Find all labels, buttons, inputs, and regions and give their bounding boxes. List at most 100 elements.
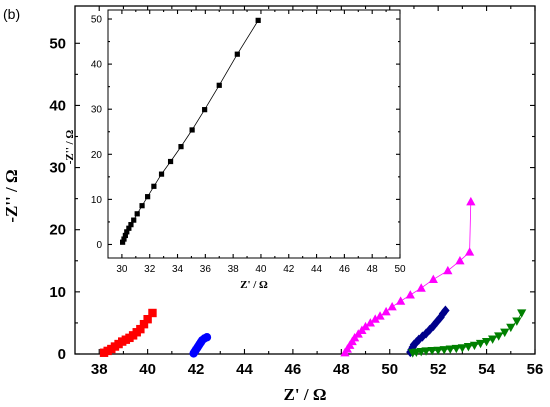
inset-x-tick-label: 38 xyxy=(228,264,240,275)
main-x-tick-label: 40 xyxy=(139,361,156,378)
inset-data-point xyxy=(202,107,208,113)
main-ticks: 38 40 42 44 46 48 50 52 54 56 0 10 20 30 40 50 xyxy=(49,6,543,378)
main-x-tick-label: 42 xyxy=(188,361,205,378)
inset-data-point xyxy=(145,194,151,200)
main-data-point xyxy=(506,323,516,333)
inset-series-0 xyxy=(120,17,261,245)
main-data-point xyxy=(512,317,522,326)
inset-data-point xyxy=(131,217,137,223)
main-y-tick-label: 40 xyxy=(49,97,66,114)
main-data-point xyxy=(416,283,426,292)
main-data-point xyxy=(412,337,421,348)
inset-x-tick-label: 30 xyxy=(116,264,128,275)
main-data-point xyxy=(427,347,437,356)
inset-data-point xyxy=(124,229,130,235)
main-data-point xyxy=(500,328,510,338)
main-data-point xyxy=(414,334,423,345)
inset-y-tick-label: 20 xyxy=(91,150,103,161)
main-data-point xyxy=(466,196,476,206)
main-data-point xyxy=(387,301,397,311)
main-data-point xyxy=(421,347,431,356)
main-y-tick-label: 30 xyxy=(49,160,66,177)
main-data-point xyxy=(441,305,450,316)
main-data-point xyxy=(370,314,380,323)
inset-x-tick-label: 50 xyxy=(394,264,406,275)
inset-data-point xyxy=(139,203,145,209)
main-y-tick-label: 0 xyxy=(58,346,66,363)
inset-x-tick-label: 44 xyxy=(311,264,323,275)
inset-series xyxy=(120,17,261,245)
inset-data-point xyxy=(134,211,140,217)
main-data-point xyxy=(365,318,375,327)
main-x-tick-label: 48 xyxy=(333,361,350,378)
main-data-point xyxy=(457,344,467,353)
inset-data-point xyxy=(234,51,240,57)
main-x-tick-label: 46 xyxy=(285,361,302,378)
inset-data-point xyxy=(151,183,157,189)
main-data-point xyxy=(517,309,527,318)
main-data-point xyxy=(439,346,449,355)
main-data-point xyxy=(465,247,475,256)
main-data-point xyxy=(148,308,157,318)
main-y-tick-label: 50 xyxy=(49,35,66,52)
main-plot-frame xyxy=(74,5,536,355)
main-x-tick-label: 44 xyxy=(236,361,253,378)
inset-ticks: 30 32 34 36 38 40 42 44 46 48 50 0 10 20 30 40 50 xyxy=(91,10,406,275)
main-data-point xyxy=(451,344,461,354)
inset-data-point xyxy=(158,171,165,177)
main-y-tick-label: 10 xyxy=(49,284,66,301)
inset-data-point xyxy=(189,127,195,133)
main-x-tick-label: 56 xyxy=(527,361,544,378)
inset-plot-frame xyxy=(107,9,401,259)
main-data-point xyxy=(494,332,504,341)
inset-data-point xyxy=(128,222,134,228)
main-data-point xyxy=(433,346,443,356)
inset-y-tick-label: 50 xyxy=(91,15,103,26)
inset-x-tick-label: 32 xyxy=(144,264,156,275)
inset-x-tick-label: 34 xyxy=(172,264,184,275)
inset-data-point xyxy=(121,236,127,242)
main-data-point xyxy=(455,255,465,265)
inset-data-point xyxy=(120,239,126,245)
main-plot: 38 40 42 44 46 48 50 52 54 56 0 10 20 30 40 50 Z' / Ω -… xyxy=(2,5,543,404)
main-data-point xyxy=(202,333,212,342)
main-data-point xyxy=(436,312,445,323)
main-x-tick-label: 52 xyxy=(430,361,447,378)
inset-x-tick-label: 42 xyxy=(283,264,295,275)
main-data-point xyxy=(425,324,434,335)
main-data-point xyxy=(375,311,385,320)
inset-plot: 30 32 34 36 38 40 42 44 46 48 50 0 10 20 30 40 50 Z' / Ω… xyxy=(64,9,406,291)
inset-y-tick-label: 30 xyxy=(91,105,103,116)
main-series xyxy=(99,196,527,358)
main-data-point xyxy=(481,338,492,347)
inset-y-tick-label: 40 xyxy=(91,60,103,71)
inset-data-point xyxy=(178,144,184,150)
main-series-2 xyxy=(340,196,476,357)
inset-y-axis-title: -Z'' / Ω xyxy=(64,130,76,165)
main-series-1 xyxy=(189,333,212,358)
main-x-axis-title: Z' / Ω xyxy=(284,385,327,404)
main-data-point xyxy=(396,296,406,305)
inset-x-tick-label: 48 xyxy=(367,264,379,275)
main-data-point xyxy=(428,274,438,283)
inset-data-point xyxy=(126,225,132,231)
main-data-point xyxy=(475,339,486,349)
main-x-tick-label: 38 xyxy=(91,361,108,378)
main-data-point xyxy=(139,319,149,329)
inset-data-point xyxy=(167,158,174,165)
main-series-0 xyxy=(99,308,157,357)
main-data-point xyxy=(488,335,498,344)
main-data-point xyxy=(463,342,474,352)
main-series-4 xyxy=(408,309,527,358)
main-y-axis-title: -Z'' / Ω xyxy=(2,169,21,222)
main-x-tick-label: 50 xyxy=(381,361,398,378)
inset-x-tick-label: 36 xyxy=(200,264,212,275)
inset-x-tick-label: 46 xyxy=(339,264,351,275)
panel-label: (b) xyxy=(3,6,20,22)
main-data-point xyxy=(360,321,371,331)
main-x-tick-label: 54 xyxy=(478,361,495,378)
main-y-tick-label: 20 xyxy=(49,222,66,239)
main-data-point xyxy=(136,324,145,334)
main-data-point xyxy=(405,290,415,299)
